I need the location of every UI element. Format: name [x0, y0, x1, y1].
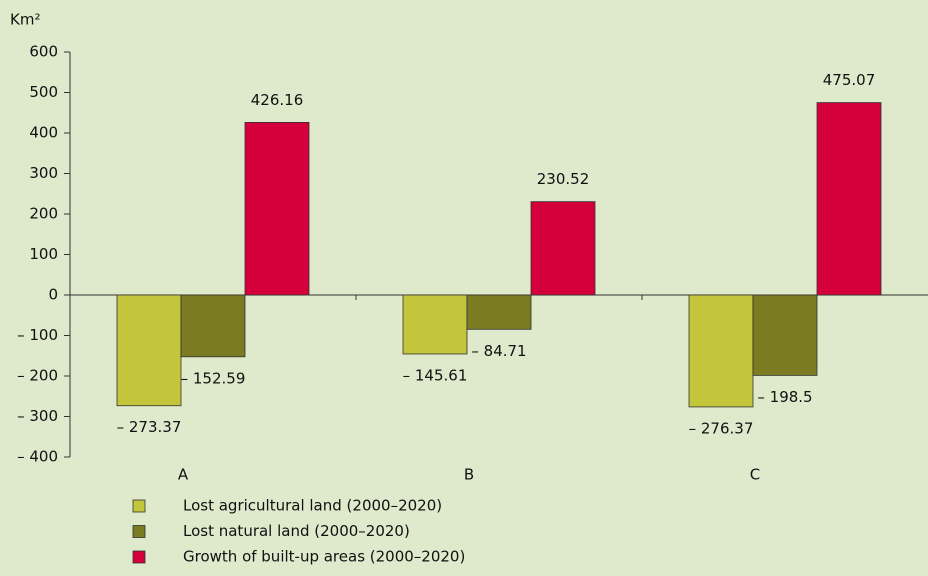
x-tick-label: B: [464, 466, 474, 484]
bar: [688, 294, 754, 408]
legend-swatch: [132, 499, 146, 513]
legend-label: Growth of built-up areas (2000–2020): [183, 548, 465, 566]
data-label: 475.07: [823, 71, 876, 89]
bar: [752, 294, 818, 376]
y-tick-label: 600: [29, 43, 58, 61]
x-tick-label: A: [178, 466, 189, 484]
y-axis-label: Km²: [10, 11, 40, 29]
data-label: 426.16: [251, 91, 304, 109]
data-label: – 273.37: [117, 418, 182, 436]
bar: [244, 122, 310, 296]
y-tick-label: – 200: [17, 367, 58, 385]
y-tick-label: 200: [29, 205, 58, 223]
legend-swatch: [132, 525, 146, 538]
data-label: – 276.37: [689, 419, 754, 437]
data-label: – 84.71: [471, 342, 526, 360]
legend-swatch: [132, 550, 146, 564]
bar: [402, 294, 468, 355]
data-label: – 152.59: [181, 369, 246, 387]
bar: [816, 102, 882, 296]
data-label: 230.52: [537, 170, 590, 188]
y-tick-label: 100: [29, 245, 58, 263]
y-tick-label: 400: [29, 124, 58, 142]
legend-label: Lost natural land (2000–2020): [183, 522, 410, 540]
x-tick-label: C: [750, 466, 760, 484]
y-tick-label: – 400: [17, 448, 58, 466]
y-tick-label: – 100: [17, 326, 58, 344]
y-tick-label: 300: [29, 164, 58, 182]
legend-label: Lost agricultural land (2000–2020): [183, 497, 442, 515]
data-label: – 198.5: [757, 388, 812, 406]
y-tick-label: 0: [48, 286, 58, 304]
y-tick-label: 500: [29, 83, 58, 101]
bar: [180, 294, 246, 358]
bar: [530, 201, 596, 296]
data-label: – 145.61: [403, 366, 468, 384]
bar: [116, 294, 182, 407]
bar: [466, 294, 532, 330]
y-tick-label: – 300: [17, 407, 58, 425]
